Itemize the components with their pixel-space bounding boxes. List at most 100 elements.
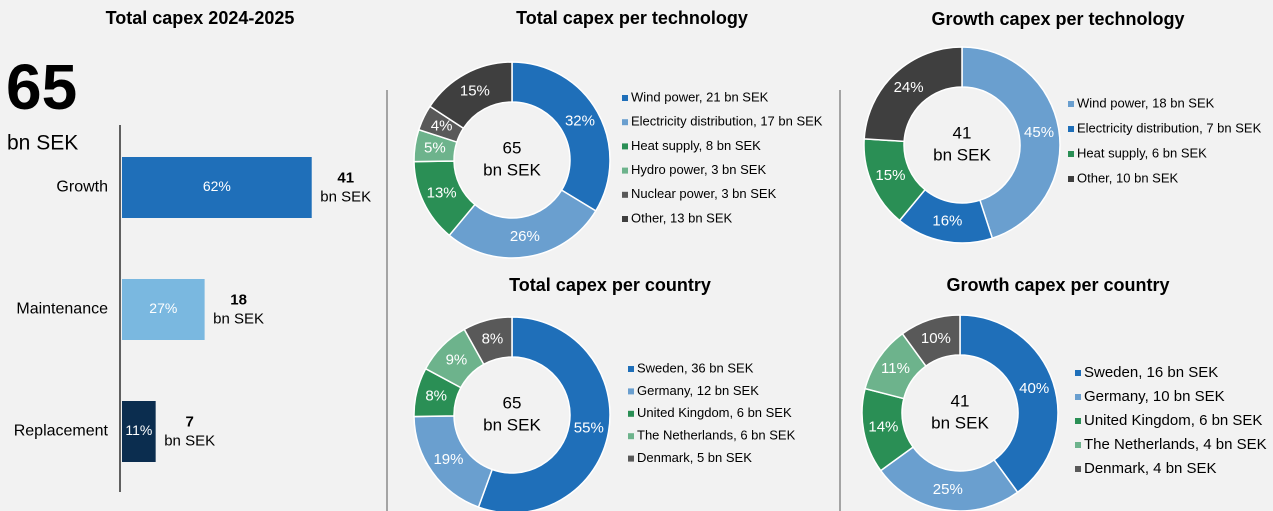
legend-swatch	[1075, 466, 1081, 472]
chart-title: Growth capex per technology	[931, 9, 1184, 29]
legend-label: United Kingdom, 6 bn SEK	[637, 405, 792, 420]
amount-value: 7	[185, 413, 193, 430]
legend-swatch	[622, 216, 628, 222]
bar	[122, 401, 156, 462]
donut-slice	[448, 189, 597, 259]
slice-label: 16%	[932, 213, 962, 230]
legend-label: Sweden, 16 bn SEK	[1084, 364, 1218, 381]
donut-slice	[428, 61, 513, 130]
category-label: Maintenance	[16, 301, 108, 318]
legend-swatch	[1075, 442, 1081, 448]
center-value: 65	[503, 393, 522, 412]
slice-label: 19%	[433, 451, 463, 468]
legend-label: Wind power, 21 bn SEK	[631, 89, 769, 104]
legend-label: Denmark, 5 bn SEK	[637, 450, 752, 465]
slice-label: 24%	[894, 79, 924, 96]
center-unit: bn SEK	[483, 415, 541, 434]
amount-unit: bn SEK	[164, 432, 215, 449]
slice-label: 55%	[574, 420, 604, 437]
legend-swatch	[628, 388, 634, 395]
slice-label: 40%	[1019, 380, 1049, 397]
slice-label: 11%	[881, 360, 910, 377]
center-unit: bn SEK	[483, 160, 541, 179]
bar-value-label: 11%	[125, 422, 152, 438]
donut-slice	[511, 61, 611, 212]
legend-label: The Netherlands, 6 bn SEK	[637, 428, 796, 443]
legend-label: Heat supply, 6 bn SEK	[1077, 145, 1207, 160]
chart-title: Total capex per technology	[516, 8, 748, 28]
legend-swatch	[1068, 126, 1074, 132]
slice-label: 25%	[933, 481, 963, 498]
legend-swatch	[1068, 101, 1074, 107]
slice-label: 8%	[425, 388, 447, 405]
slice-label: 4%	[431, 117, 453, 134]
amount-unit: bn SEK	[320, 188, 371, 205]
legend-swatch	[628, 455, 634, 462]
legend-swatch	[622, 167, 628, 174]
center-unit: bn SEK	[933, 145, 991, 164]
chart-title: Total capex per country	[509, 275, 711, 295]
category-label: Growth	[56, 179, 108, 196]
legend-label: Hydro power, 3 bn SEK	[631, 162, 766, 177]
legend-swatch	[1075, 418, 1081, 424]
legend-label: Sweden, 36 bn SEK	[637, 360, 754, 375]
total-unit: bn SEK	[7, 132, 78, 155]
center-unit: bn SEK	[931, 413, 989, 432]
slice-label: 10%	[921, 330, 951, 347]
legend-swatch	[1068, 176, 1074, 182]
donut-slice	[901, 314, 961, 368]
legend-swatch	[1075, 370, 1081, 376]
legend-swatch	[622, 119, 628, 126]
legend-label: Electricity distribution, 17 bn SEK	[631, 114, 823, 129]
center-value: 65	[503, 138, 522, 157]
legend-label: Heat supply, 8 bn SEK	[631, 138, 761, 153]
center-value: 41	[953, 123, 972, 142]
legend-swatch	[622, 143, 628, 150]
donut-slice	[863, 46, 963, 143]
donut-slice	[463, 316, 513, 366]
chart-title: Growth capex per country	[946, 275, 1169, 295]
slice-label: 15%	[460, 82, 490, 99]
legend-label: Wind power, 18 bn SEK	[1077, 95, 1215, 110]
legend-label: The Netherlands, 4 bn SEK	[1084, 436, 1267, 453]
legend-swatch	[628, 366, 634, 372]
legend-label: Other, 13 bn SEK	[631, 210, 733, 225]
legend-swatch	[1075, 394, 1081, 400]
slice-label: 26%	[510, 228, 540, 245]
legend-swatch	[622, 191, 628, 198]
donut-slice	[959, 314, 1059, 494]
slice-label: 14%	[868, 419, 898, 436]
legend-label: Germany, 10 bn SEK	[1084, 388, 1225, 405]
legend-label: United Kingdom, 6 bn SEK	[1084, 412, 1262, 429]
slice-label: 9%	[446, 351, 468, 368]
amount-value: 18	[230, 291, 247, 308]
bar-value-label: 62%	[203, 178, 231, 194]
amount-unit: bn SEK	[213, 310, 264, 327]
donut-slice	[477, 316, 611, 511]
slice-label: 15%	[875, 167, 905, 184]
legend-swatch	[628, 433, 634, 440]
slice-label: 5%	[424, 139, 446, 156]
total-value: 65	[6, 51, 77, 123]
slice-label: 8%	[482, 330, 504, 347]
legend-label: Germany, 12 bn SEK	[637, 383, 759, 398]
legend-label: Electricity distribution, 7 bn SEK	[1077, 120, 1262, 135]
slice-label: 45%	[1024, 124, 1054, 141]
legend-swatch	[622, 95, 628, 101]
legend-swatch	[1068, 151, 1074, 157]
bar-value-label: 27%	[149, 300, 177, 316]
bar	[122, 279, 205, 340]
legend-swatch	[628, 410, 634, 417]
legend-label: Nuclear power, 3 bn SEK	[631, 186, 777, 201]
center-value: 41	[951, 391, 970, 410]
slice-label: 13%	[427, 185, 457, 202]
bar	[122, 157, 312, 218]
donut-slice	[961, 46, 1061, 240]
legend-label: Denmark, 4 bn SEK	[1084, 460, 1217, 477]
legend-label: Other, 10 bn SEK	[1077, 170, 1179, 185]
slice-label: 32%	[565, 113, 595, 130]
chart-title: Total capex 2024-2025	[106, 8, 295, 28]
category-label: Replacement	[14, 423, 109, 440]
amount-value: 41	[337, 169, 354, 186]
